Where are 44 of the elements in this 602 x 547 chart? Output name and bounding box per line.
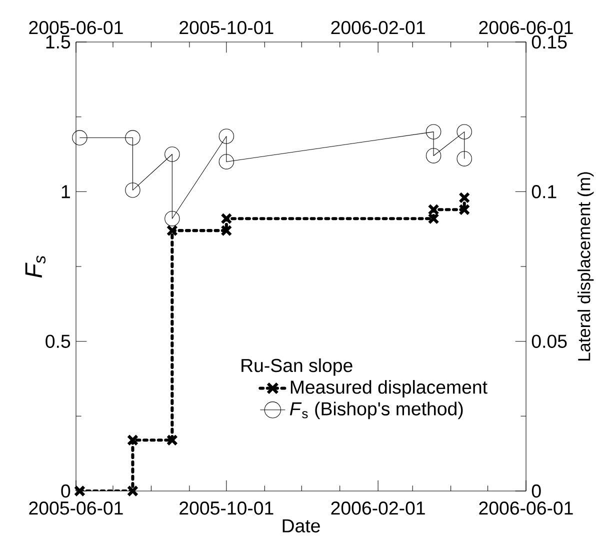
- x-tick-label: 2006-06-01: [479, 501, 573, 515]
- point: [220, 212, 232, 224]
- x-tick-label: 2006-02-01: [331, 501, 425, 515]
- point: [426, 124, 442, 140]
- point: [166, 434, 178, 446]
- y-tick-label: 1.5: [46, 35, 70, 49]
- point: [220, 224, 232, 236]
- point: [456, 151, 472, 166]
- x2-tick-label: 2006-06-01: [479, 20, 573, 34]
- point: [458, 192, 470, 204]
- point: [218, 128, 234, 144]
- point: [74, 485, 86, 497]
- point: [164, 146, 180, 162]
- y-axis-title: F$_{s}$: [25, 256, 46, 278]
- point: [164, 211, 180, 226]
- point: [426, 148, 442, 164]
- point: [456, 124, 472, 140]
- point: [125, 182, 140, 198]
- point: [428, 212, 440, 224]
- y2-tick-label: 0.15: [532, 35, 567, 49]
- y-tick-label: 1: [62, 185, 70, 198]
- x2-tick-label: 2005-10-01: [180, 20, 274, 34]
- point: [126, 434, 138, 446]
- point: [72, 130, 88, 146]
- point: [218, 154, 234, 170]
- point: [125, 130, 140, 146]
- x-axis-title: Date: [282, 519, 320, 532]
- point: [428, 204, 440, 216]
- x2-tick-label: 2006-02-01: [331, 20, 425, 34]
- y2-tick-label: 0: [532, 484, 541, 498]
- legend-label: F$_{s}$ (Bishop's method): [290, 402, 463, 420]
- point: [166, 224, 178, 236]
- y-tick-label: 0: [61, 484, 70, 498]
- y2-tick-label: 0.1: [532, 185, 556, 198]
- y2-axis-title: Lateral displacement (m): [578, 172, 594, 360]
- y2-tick-label: 0.05: [532, 334, 567, 348]
- legend-title: Ru-San slope: [242, 358, 352, 376]
- point: [126, 485, 138, 497]
- x2-tick-label: 2005-06-01: [29, 20, 123, 34]
- y-tick-label: 0.5: [46, 334, 70, 348]
- point: [458, 204, 470, 216]
- legend-label: Measured displacement: [290, 380, 488, 398]
- x-tick-label: 2005-06-01: [29, 501, 123, 515]
- x-tick-label: 2005-10-01: [180, 501, 274, 515]
